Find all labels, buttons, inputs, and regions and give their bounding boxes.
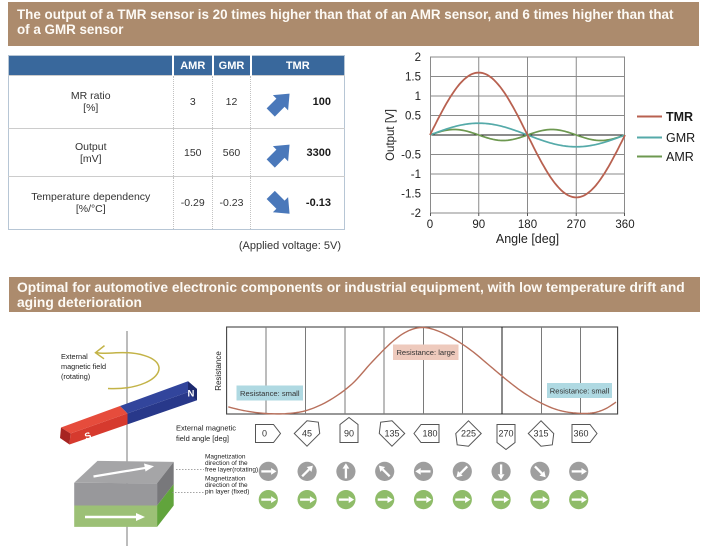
svg-text:-0.5: -0.5 <box>401 150 421 162</box>
svg-text:315: 315 <box>533 429 548 439</box>
svg-text:180: 180 <box>422 429 437 439</box>
svg-text:-1: -1 <box>411 169 421 181</box>
svg-text:-2: -2 <box>411 208 421 220</box>
svg-text:225: 225 <box>461 429 476 439</box>
svg-text:270: 270 <box>498 429 513 439</box>
svg-text:field angle [deg]: field angle [deg] <box>176 434 229 443</box>
svg-text:magnetic field: magnetic field <box>61 362 106 371</box>
svg-text:N: N <box>188 389 195 400</box>
svg-text:90: 90 <box>472 219 485 231</box>
svg-text:270: 270 <box>567 219 586 231</box>
svg-text:180: 180 <box>518 219 537 231</box>
svg-text:0.5: 0.5 <box>405 111 421 123</box>
svg-text:360: 360 <box>573 429 588 439</box>
svg-text:2: 2 <box>415 52 421 64</box>
svg-text:Magnetization: Magnetization <box>205 454 246 461</box>
svg-text:1: 1 <box>415 91 421 103</box>
svg-text:0: 0 <box>262 429 267 439</box>
svg-text:Resistance: small: Resistance: small <box>240 389 300 398</box>
svg-text:AMR: AMR <box>666 150 694 164</box>
svg-text:Resistance: large: Resistance: large <box>396 348 455 357</box>
svg-text:pin layer (fixed): pin layer (fixed) <box>205 489 249 496</box>
svg-text:(rotating): (rotating) <box>61 372 90 381</box>
svg-text:90: 90 <box>344 429 354 439</box>
svg-text:135: 135 <box>384 429 399 439</box>
svg-text:45: 45 <box>302 429 312 439</box>
svg-text:direction of the: direction of the <box>205 482 248 489</box>
svg-text:S: S <box>83 430 93 443</box>
svg-text:External magnetic: External magnetic <box>176 424 236 433</box>
svg-text:Resistance: Resistance <box>214 351 223 391</box>
svg-text:Magnetization: Magnetization <box>205 476 246 483</box>
svg-text:360: 360 <box>615 219 634 231</box>
svg-text:GMR: GMR <box>666 131 695 145</box>
svg-text:TMR: TMR <box>666 110 693 124</box>
svg-text:0: 0 <box>427 219 433 231</box>
svg-text:-1.5: -1.5 <box>401 189 421 201</box>
svg-text:direction of the: direction of the <box>205 460 248 467</box>
svg-text:1.5: 1.5 <box>405 72 421 84</box>
svg-text:Angle [deg]: Angle [deg] <box>496 232 559 246</box>
svg-text:Output [V]: Output [V] <box>385 109 397 161</box>
svg-text:Resistance: small: Resistance: small <box>550 387 610 396</box>
svg-text:External: External <box>61 352 88 361</box>
svg-text:free layer(rotating): free layer(rotating) <box>205 467 258 474</box>
